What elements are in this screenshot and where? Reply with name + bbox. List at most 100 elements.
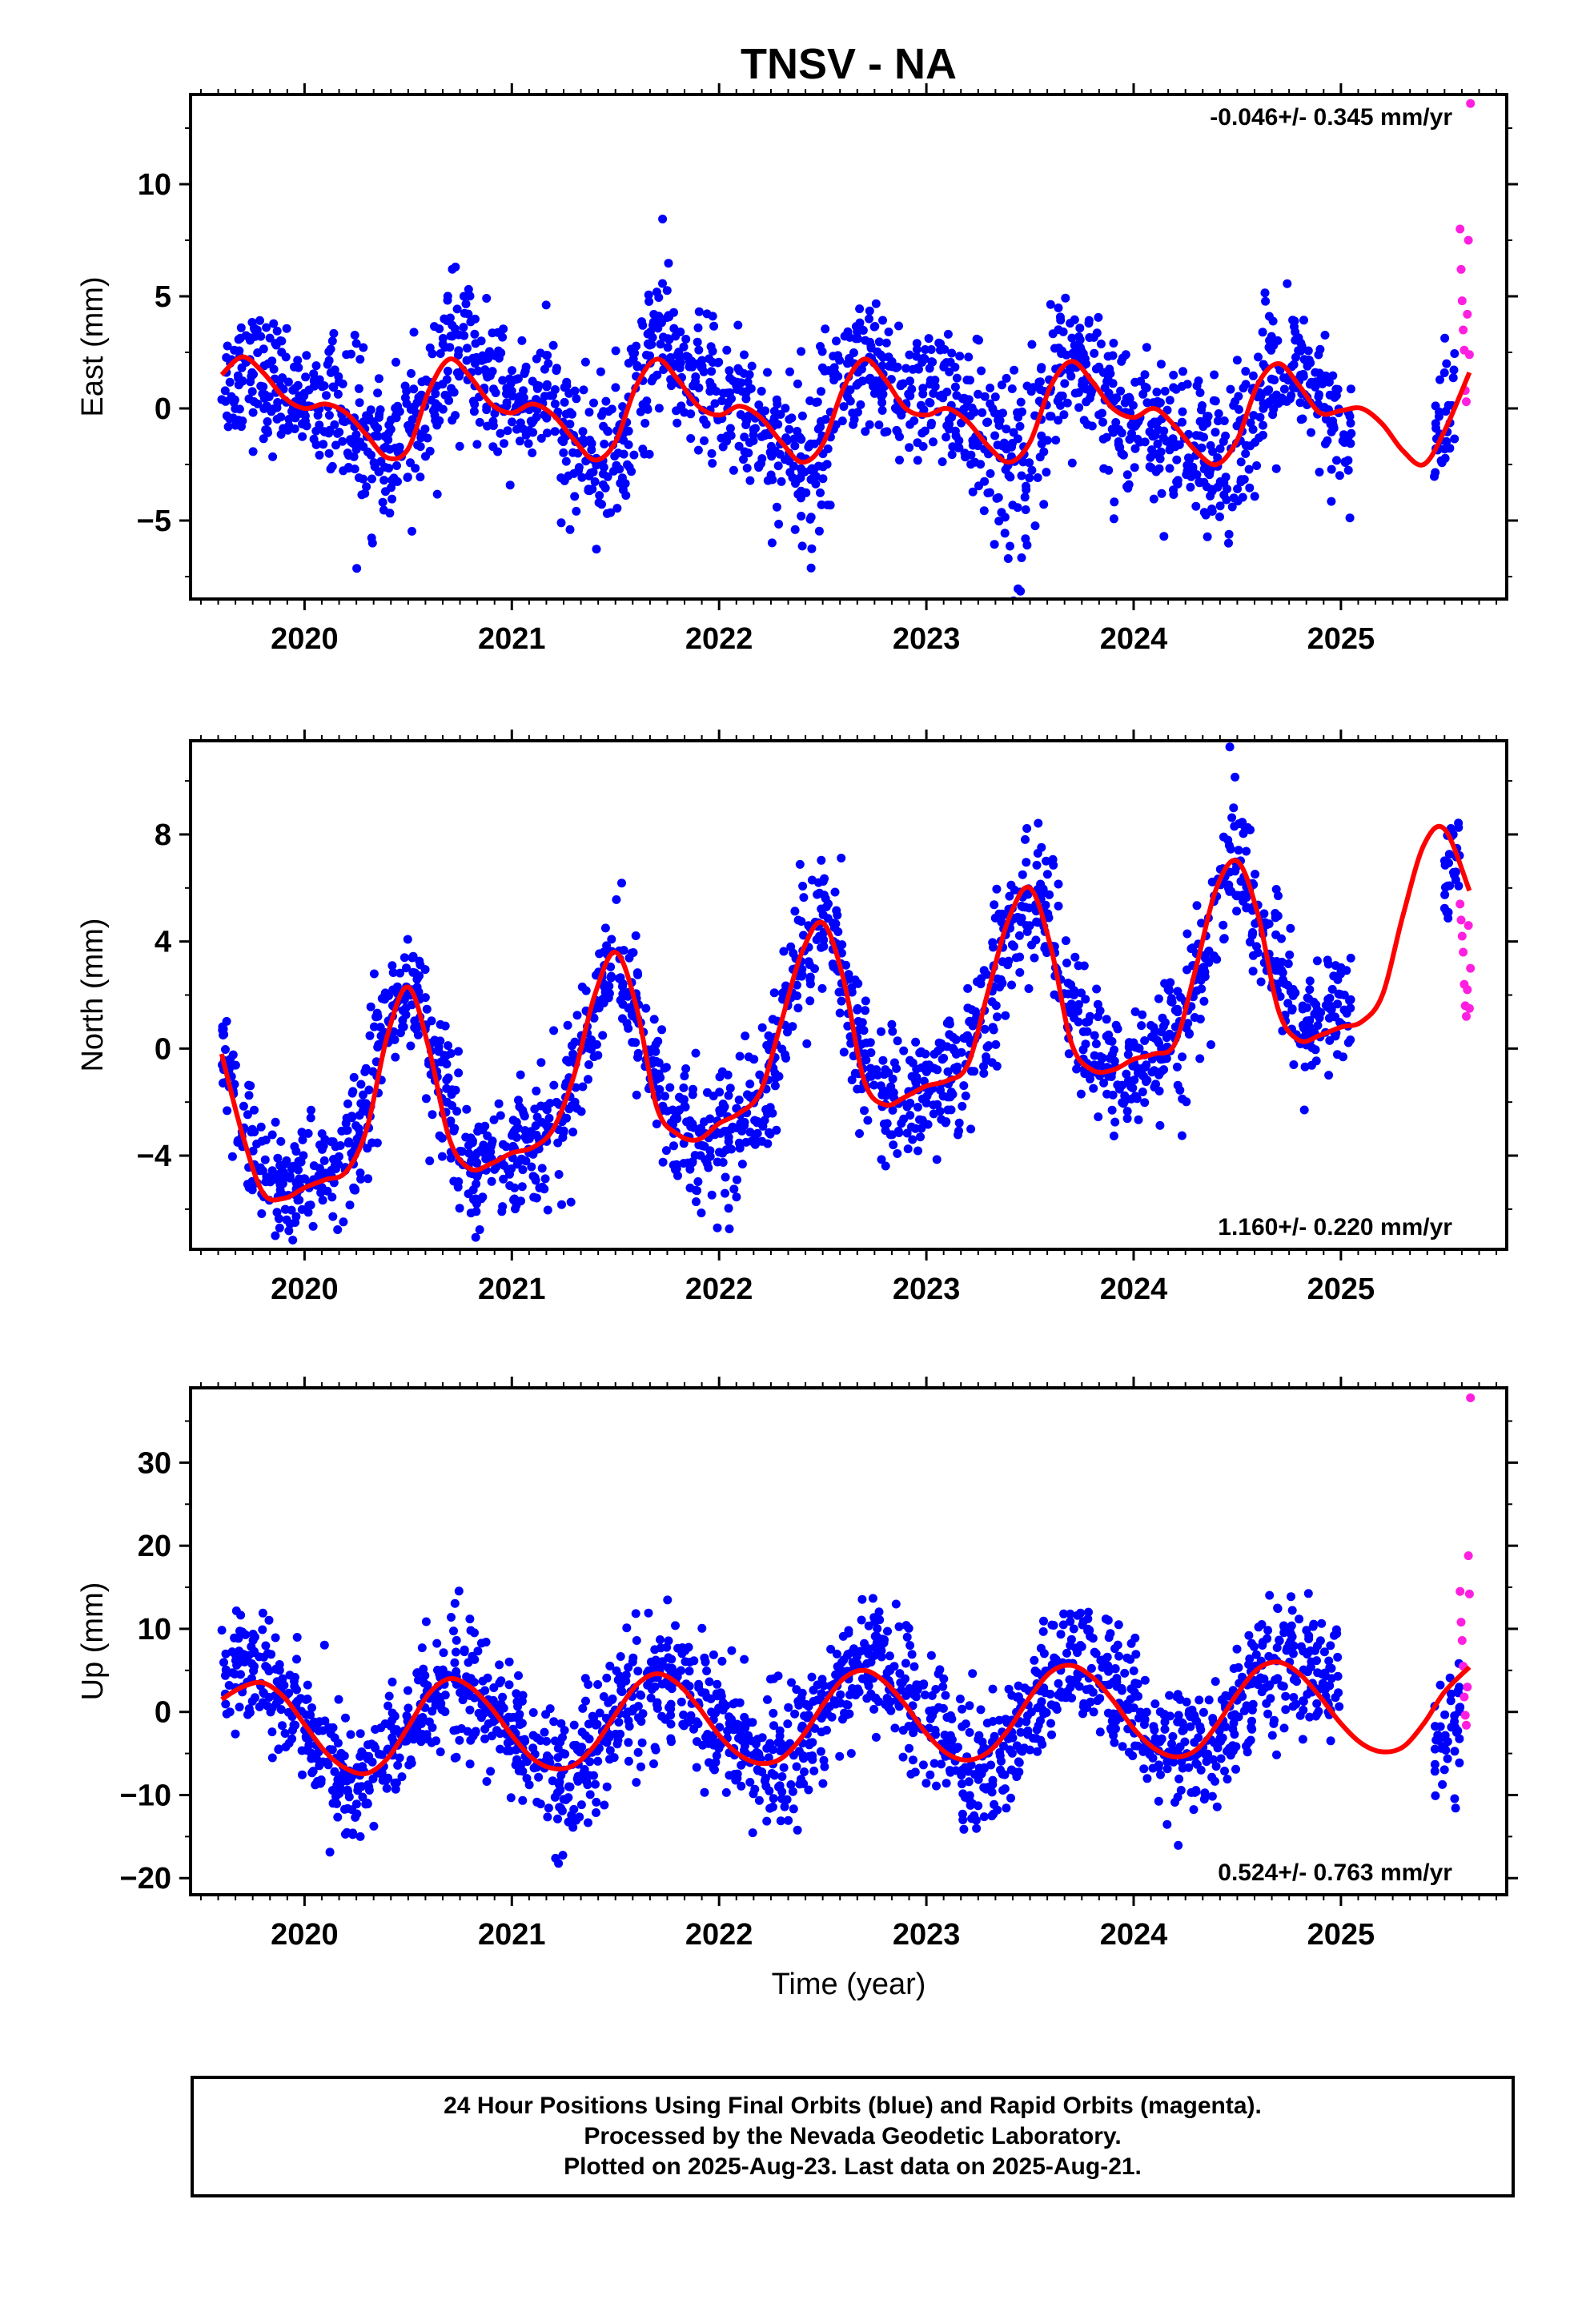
rapid-orbit-point bbox=[1459, 947, 1468, 957]
final-orbit-point bbox=[833, 927, 843, 936]
final-orbit-point bbox=[512, 1160, 522, 1169]
final-orbit-point bbox=[696, 1151, 705, 1160]
final-orbit-point bbox=[1070, 315, 1079, 324]
final-orbit-point bbox=[839, 402, 849, 412]
final-orbit-point bbox=[785, 367, 794, 376]
final-orbit-point bbox=[541, 300, 551, 310]
final-orbit-point bbox=[664, 311, 673, 320]
final-orbit-point bbox=[1058, 346, 1067, 356]
final-orbit-point bbox=[734, 1096, 744, 1104]
final-orbit-point bbox=[955, 352, 965, 361]
final-orbit-point bbox=[573, 1771, 583, 1781]
final-orbit-point bbox=[745, 1128, 755, 1137]
final-orbit-point bbox=[1046, 300, 1055, 309]
final-orbit-point bbox=[649, 1015, 659, 1024]
final-orbit-point bbox=[325, 425, 335, 435]
final-orbit-point bbox=[590, 477, 600, 486]
final-orbit-point bbox=[334, 1695, 343, 1704]
final-orbit-point bbox=[765, 1739, 774, 1749]
final-orbit-point bbox=[1267, 332, 1276, 341]
final-orbit-point bbox=[436, 1036, 445, 1046]
final-orbit-point bbox=[783, 1027, 792, 1037]
final-orbit-point bbox=[1104, 388, 1114, 398]
rapid-orbit-point bbox=[1466, 963, 1476, 973]
final-orbit-point bbox=[355, 1729, 365, 1739]
final-orbit-point bbox=[387, 961, 397, 971]
final-orbit-point bbox=[604, 1698, 613, 1707]
final-orbit-point bbox=[881, 338, 891, 348]
final-orbit-point bbox=[633, 1667, 643, 1676]
final-orbit-point bbox=[317, 1129, 327, 1139]
final-orbit-point bbox=[1166, 994, 1176, 1003]
final-orbit-point bbox=[517, 1182, 527, 1192]
final-orbit-point bbox=[498, 376, 508, 385]
final-orbit-point bbox=[528, 448, 537, 457]
final-orbit-point bbox=[1312, 956, 1322, 966]
final-orbit-point bbox=[1345, 412, 1355, 421]
final-orbit-point bbox=[889, 1140, 898, 1150]
final-orbit-point bbox=[874, 337, 884, 347]
final-orbit-point bbox=[455, 372, 464, 381]
final-orbit-point bbox=[817, 387, 825, 396]
final-orbit-point bbox=[1031, 935, 1041, 945]
final-orbit-point bbox=[383, 435, 393, 444]
final-orbit-point bbox=[1233, 485, 1243, 493]
final-orbit-point bbox=[707, 1190, 717, 1200]
final-orbit-point bbox=[609, 1753, 619, 1763]
final-orbit-point bbox=[585, 1757, 595, 1767]
final-orbit-point bbox=[267, 1753, 277, 1763]
final-orbit-point bbox=[593, 1756, 603, 1766]
final-orbit-point bbox=[1091, 1039, 1101, 1048]
final-orbit-point bbox=[905, 1111, 915, 1120]
final-orbit-point bbox=[954, 436, 964, 445]
final-orbit-point bbox=[980, 1024, 990, 1034]
final-orbit-point bbox=[347, 1113, 357, 1123]
final-orbit-point bbox=[1118, 1080, 1127, 1090]
final-orbit-point bbox=[274, 1214, 283, 1224]
final-orbit-point bbox=[628, 1038, 637, 1047]
final-orbit-point bbox=[1184, 453, 1193, 463]
final-orbit-point bbox=[1130, 1007, 1140, 1016]
final-orbit-point bbox=[589, 1771, 598, 1780]
final-orbit-point bbox=[1439, 368, 1449, 377]
final-orbit-point bbox=[550, 1736, 560, 1746]
final-orbit-point bbox=[926, 345, 936, 354]
final-orbit-point bbox=[532, 1112, 542, 1122]
final-orbit-point bbox=[512, 424, 521, 434]
final-orbit-point bbox=[1098, 434, 1108, 444]
final-orbit-point bbox=[423, 1681, 432, 1691]
final-orbit-point bbox=[776, 1816, 785, 1826]
final-orbit-point bbox=[668, 1105, 677, 1115]
final-orbit-point bbox=[387, 1677, 397, 1687]
final-orbit-point bbox=[1082, 420, 1092, 429]
final-orbit-point bbox=[735, 1698, 745, 1707]
final-orbit-point bbox=[347, 437, 356, 447]
final-orbit-point bbox=[530, 1104, 540, 1114]
final-orbit-point bbox=[292, 1655, 301, 1664]
final-orbit-point bbox=[1165, 1029, 1174, 1039]
final-orbit-point bbox=[1248, 424, 1258, 434]
final-orbit-point bbox=[1259, 404, 1268, 413]
final-orbit-point bbox=[651, 1745, 661, 1755]
final-orbit-point bbox=[1034, 818, 1043, 828]
final-orbit-point bbox=[1303, 1016, 1313, 1026]
final-orbit-point bbox=[918, 384, 928, 393]
final-orbit-point bbox=[1032, 860, 1042, 870]
final-orbit-point bbox=[238, 416, 247, 426]
final-orbit-point bbox=[1087, 386, 1097, 396]
final-orbit-point bbox=[927, 357, 937, 367]
final-orbit-point bbox=[449, 1726, 459, 1735]
final-orbit-point bbox=[1037, 439, 1046, 448]
final-orbit-point bbox=[496, 428, 505, 438]
final-orbit-point bbox=[616, 973, 625, 983]
final-orbit-point bbox=[685, 1183, 695, 1192]
final-orbit-point bbox=[632, 341, 641, 351]
final-orbit-point bbox=[745, 370, 754, 380]
final-orbit-point bbox=[384, 464, 394, 473]
final-orbit-point bbox=[228, 413, 238, 423]
final-orbit-point bbox=[518, 1691, 528, 1700]
final-orbit-point bbox=[1093, 999, 1102, 1009]
final-orbit-point bbox=[1074, 999, 1083, 1009]
final-orbit-point bbox=[817, 347, 827, 356]
